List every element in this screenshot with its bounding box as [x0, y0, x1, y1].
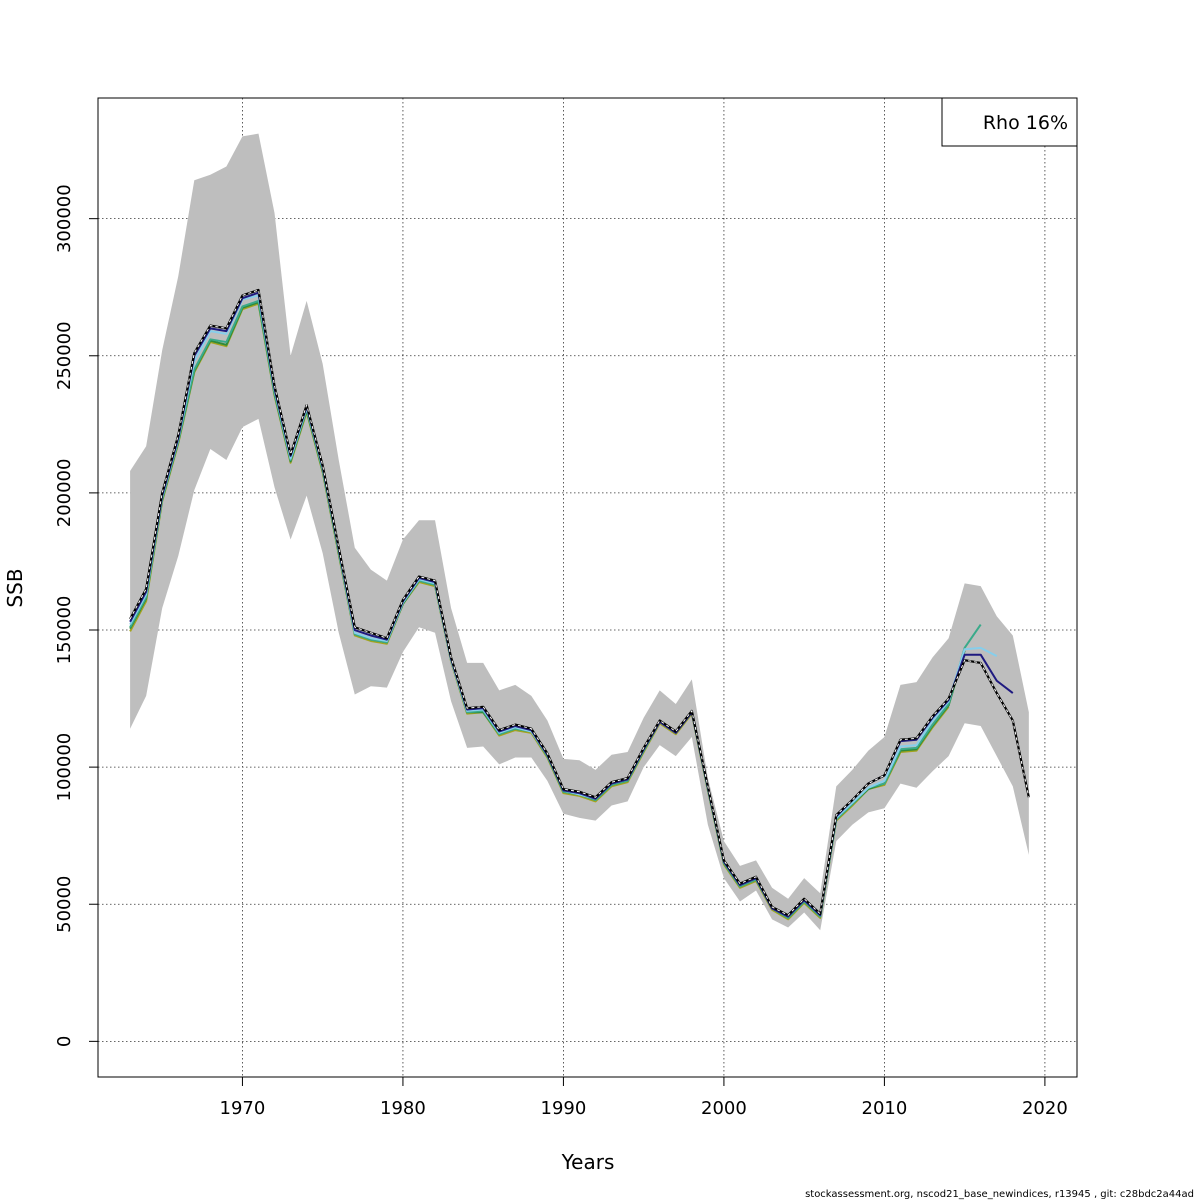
x-tick-label: 2000 — [701, 1098, 747, 1119]
x-axis-title: Years — [561, 1150, 615, 1174]
y-tick-label: 0 — [54, 1036, 75, 1047]
legend-rho-label: Rho 16% — [983, 112, 1068, 134]
series-line-final-estimate-dash — [129, 289, 1030, 916]
x-tick-label: 2010 — [862, 1098, 908, 1119]
y-axis-title: SSB — [3, 568, 27, 607]
y-tick-label: 200000 — [54, 459, 75, 528]
x-axis: 1970 1980 1990 2000 2010 2020 — [220, 1077, 1068, 1119]
confidence-band-layer — [130, 133, 1029, 931]
y-tick-label: 50000 — [54, 876, 75, 933]
legend-frame — [941, 97, 1078, 147]
y-tick-label: 150000 — [54, 596, 75, 665]
y-tick-label: 300000 — [54, 184, 75, 253]
footer-credit: stockassessment.org, nscod21_base_newind… — [805, 1189, 1194, 1200]
x-tick-label: 2020 — [1022, 1098, 1068, 1119]
confidence-band — [130, 133, 1029, 931]
y-tick-label: 100000 — [54, 733, 75, 802]
x-tick-label: 1980 — [380, 1098, 426, 1119]
x-tick-label: 1970 — [220, 1098, 266, 1119]
y-tick-label: 250000 — [54, 321, 75, 390]
x-tick-label: 1990 — [541, 1098, 587, 1119]
legend-box: Rho 16% — [941, 97, 1078, 147]
plot-frame — [97, 97, 1078, 1078]
series-lines-layer — [129, 288, 1030, 921]
y-axis: 0 50000 100000 150000 200000 250000 300000 — [54, 184, 98, 1047]
